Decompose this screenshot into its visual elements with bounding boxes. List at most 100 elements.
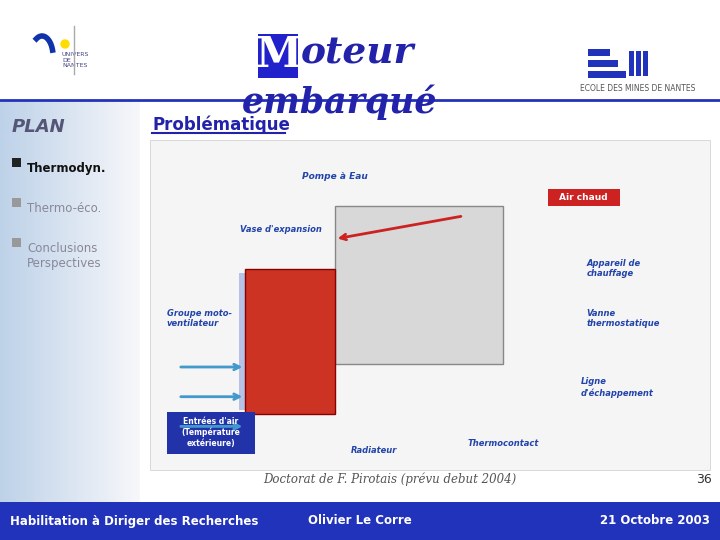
Text: Conclusions
Perspectives: Conclusions Perspectives (27, 242, 102, 270)
Bar (34, 100, 35, 502)
Bar (60, 100, 61, 502)
Bar (113, 100, 114, 502)
Text: Thermodyn.: Thermodyn. (27, 162, 107, 175)
Bar (643, 51, 648, 76)
Bar (27, 100, 29, 502)
Text: Doctorat de F. Pirotais (prévu debut 2004): Doctorat de F. Pirotais (prévu debut 200… (264, 472, 517, 486)
Bar (45, 100, 48, 502)
Text: Thermo-éco.: Thermo-éco. (27, 202, 102, 215)
Bar (138, 100, 140, 502)
Text: M: M (255, 34, 301, 76)
Bar (103, 100, 104, 502)
Bar (60, 100, 63, 502)
Text: ECOLE DES MINES DE NANTES: ECOLE DES MINES DE NANTES (580, 84, 696, 93)
Bar (128, 100, 130, 502)
Bar (9, 100, 11, 502)
Text: embarqué: embarqué (242, 84, 438, 119)
Bar (11, 100, 12, 502)
Bar (63, 100, 65, 502)
Text: Entrées d'air
(Température
extérieure): Entrées d'air (Température extérieure) (181, 417, 240, 448)
Bar (140, 100, 720, 502)
Bar (26, 100, 27, 502)
Bar (111, 100, 112, 502)
Bar (109, 100, 112, 502)
Bar (2, 100, 4, 502)
Bar (92, 100, 94, 502)
Bar (137, 100, 138, 502)
Bar (104, 100, 106, 502)
Bar (77, 100, 78, 502)
Bar (4, 100, 6, 502)
Bar (23, 100, 25, 502)
Bar (127, 100, 129, 502)
Bar (72, 100, 74, 502)
Bar (78, 100, 80, 502)
Bar (588, 71, 626, 78)
Text: Air chaud: Air chaud (559, 193, 608, 202)
Bar (17, 100, 18, 502)
Bar (64, 100, 66, 502)
Bar (89, 100, 90, 502)
Bar (84, 100, 86, 502)
Text: Pompe à Eau: Pompe à Eau (302, 172, 368, 181)
Bar (48, 100, 50, 502)
Bar (130, 100, 131, 502)
Bar (28, 100, 30, 502)
Bar (47, 100, 48, 502)
Bar (43, 100, 45, 502)
Text: Habilitation à Diriger des Recherches: Habilitation à Diriger des Recherches (10, 515, 258, 528)
Bar (115, 100, 117, 502)
Bar (22, 100, 24, 502)
Text: Groupe moto-
ventilateur: Groupe moto- ventilateur (167, 308, 232, 328)
Bar (62, 100, 63, 502)
Bar (335, 206, 503, 364)
Bar (588, 60, 618, 67)
Bar (19, 100, 20, 502)
Bar (102, 100, 103, 502)
Bar (246, 269, 335, 414)
Bar (6, 100, 7, 502)
Bar (109, 100, 110, 502)
Bar (51, 100, 53, 502)
Bar (24, 100, 26, 502)
Bar (8, 100, 10, 502)
Bar (107, 100, 109, 502)
Text: Problématique: Problématique (152, 116, 290, 134)
Text: 21 Octobre 2003: 21 Octobre 2003 (600, 515, 710, 528)
Bar (79, 100, 81, 502)
Bar (100, 100, 102, 502)
Bar (66, 100, 67, 502)
Bar (118, 100, 120, 502)
Bar (83, 100, 84, 502)
Bar (122, 100, 123, 502)
Bar (134, 100, 136, 502)
Bar (81, 100, 84, 502)
Bar (68, 100, 69, 502)
Bar (4, 100, 5, 502)
Bar (98, 100, 99, 502)
Bar (88, 100, 89, 502)
Text: Vanne
thermostatique: Vanne thermostatique (587, 308, 660, 328)
Bar (94, 100, 96, 502)
Text: Thermocontact: Thermocontact (467, 439, 539, 448)
Bar (21, 100, 22, 502)
Bar (548, 189, 620, 206)
Bar (45, 100, 46, 502)
Bar (114, 100, 116, 502)
Bar (130, 100, 132, 502)
Bar (38, 100, 40, 502)
Text: 36: 36 (696, 473, 712, 486)
Bar (85, 100, 87, 502)
Text: PLAN: PLAN (12, 118, 66, 136)
Bar (20, 100, 22, 502)
Bar (167, 411, 255, 454)
Bar (91, 100, 93, 502)
Bar (0, 0, 720, 100)
Bar (629, 51, 634, 76)
Text: oteur: oteur (301, 35, 414, 71)
Bar (71, 100, 73, 502)
Bar (86, 100, 88, 502)
Bar (112, 100, 114, 502)
Bar (119, 100, 121, 502)
Bar (117, 100, 118, 502)
